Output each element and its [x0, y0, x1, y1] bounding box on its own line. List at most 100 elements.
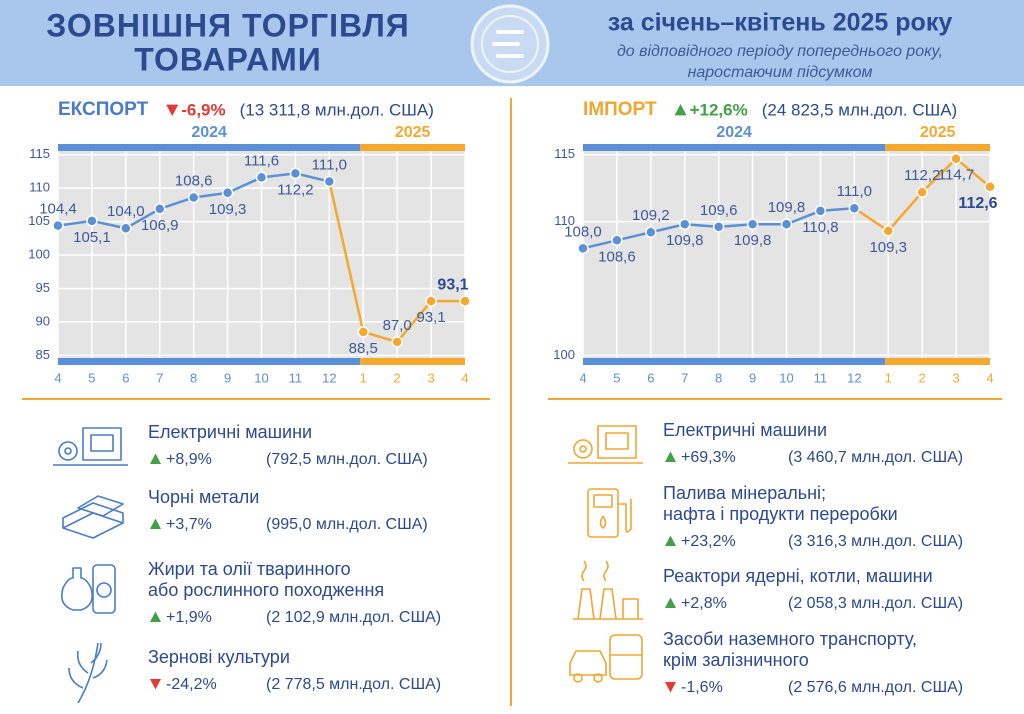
y-tick-label: 95	[36, 280, 50, 295]
icon-shape	[64, 447, 72, 455]
x-tick-label: 2	[919, 370, 926, 385]
data-point	[882, 225, 894, 237]
chart-change: -6,9%	[181, 100, 225, 119]
goods-change: +2,8%	[681, 595, 727, 612]
goods-value: (995,0 млн.дол. США)	[266, 516, 428, 533]
value-label: 114,7	[938, 167, 974, 184]
goods-change: -1,6%	[681, 679, 723, 696]
note-line: наростаючим підсумком	[688, 64, 873, 81]
icon-shape	[68, 642, 108, 704]
up-arrow	[150, 611, 161, 622]
x-tick-label: 10	[254, 370, 268, 385]
goods-name: Електричні машини	[663, 420, 827, 440]
x-tick-label: 1	[360, 370, 367, 385]
goods-name: Чорні метали	[148, 487, 259, 507]
up-arrow	[674, 104, 687, 116]
icon-shape	[593, 673, 603, 683]
data-point	[679, 218, 691, 230]
goods-value: (3 460,7 млн.дол. США)	[788, 449, 963, 466]
value-label: 93,1	[437, 276, 468, 293]
goods-value: (2 576,6 млн.дол. США)	[788, 679, 963, 696]
x-tick-label: 3	[952, 370, 959, 385]
year-band	[583, 144, 886, 151]
value-label: 104,0	[107, 203, 145, 220]
value-label: 109,2	[632, 207, 670, 224]
year-label: 2025	[920, 124, 956, 141]
data-point	[712, 221, 725, 233]
value-label: 93,1	[416, 309, 445, 326]
up-arrow	[665, 597, 676, 608]
year-band	[58, 358, 361, 365]
value-label: 104,4	[39, 201, 77, 218]
series-line	[887, 157, 991, 232]
data-point	[255, 171, 268, 184]
x-tick-label: 8	[190, 370, 197, 385]
year-band	[360, 144, 465, 151]
x-tick-label: 10	[779, 370, 793, 385]
down-arrow	[150, 679, 161, 690]
x-tick-label: 3	[427, 370, 434, 385]
goods-icon	[62, 495, 124, 539]
icon-shape	[599, 499, 632, 533]
value-label: 105,1	[73, 229, 111, 246]
icon-shape	[62, 502, 124, 539]
data-point	[780, 218, 793, 230]
icon-shape	[77, 495, 124, 517]
goods-icon	[53, 427, 128, 466]
chart-title: ЕКСПОРТ	[58, 99, 149, 120]
data-point	[950, 152, 962, 165]
goods-name: Зернові культури	[148, 647, 290, 667]
y-tick-label: 110	[29, 180, 50, 195]
y-tick-label: 110	[554, 213, 575, 228]
goods-name: Електричні машини	[148, 422, 312, 442]
period: за січень–квітень 2025 року	[608, 9, 953, 37]
x-tick-label: 5	[613, 370, 620, 385]
icon-shape	[593, 494, 613, 508]
up-arrow	[665, 451, 676, 462]
goods-name: Засоби наземного транспорту,	[663, 629, 917, 649]
x-tick-label: 1	[885, 370, 892, 385]
data-point	[459, 295, 471, 307]
y-tick-label: 115	[554, 146, 575, 161]
data-point	[221, 187, 234, 199]
x-tick-label: 4	[579, 370, 586, 385]
data-point	[86, 215, 98, 227]
x-tick-label: 6	[647, 370, 654, 385]
data-point	[848, 202, 861, 214]
y-tick-label: 90	[36, 313, 50, 328]
value-label: 88,5	[349, 340, 378, 357]
data-point	[916, 186, 928, 198]
year-label: 2024	[716, 124, 752, 141]
logo	[470, 4, 550, 84]
value-label: 110,8	[802, 219, 838, 236]
x-tick-label: 12	[847, 370, 861, 385]
icon-shape	[90, 434, 114, 452]
data-point	[154, 203, 166, 215]
x-tick-label: 9	[749, 370, 756, 385]
goods-change: +23,2%	[681, 533, 736, 550]
value-label: 109,8	[666, 232, 704, 249]
value-label: 109,3	[869, 239, 907, 256]
value-label: 111,0	[312, 156, 347, 173]
up-arrow	[665, 535, 676, 546]
icon-shape	[58, 441, 78, 461]
icon-shape	[609, 634, 643, 680]
year-band	[885, 144, 990, 151]
x-tick-label: 9	[224, 370, 231, 385]
value-label: 111,6	[244, 152, 279, 169]
goods-name: нафта і продукти переробки	[663, 504, 898, 524]
year-band	[583, 358, 886, 365]
year-label: 2025	[395, 124, 431, 141]
y-tick-label: 115	[29, 146, 50, 161]
icon-shape	[597, 425, 637, 459]
data-point	[120, 222, 132, 234]
goods-name: крім залізничного	[663, 650, 809, 670]
title-line: ЗОВНІШНЯ ТОРГІВЛЯ	[46, 7, 410, 43]
goods-name: Реактори ядерні, котли, машини	[663, 566, 933, 586]
goods-value: (2 778,5 млн.дол. США)	[266, 676, 441, 693]
x-tick-label: 8	[715, 370, 722, 385]
goods-change: +1,9%	[166, 609, 212, 626]
value-label: 109,3	[209, 201, 247, 218]
goods-name: Палива мінеральні;	[663, 483, 826, 503]
